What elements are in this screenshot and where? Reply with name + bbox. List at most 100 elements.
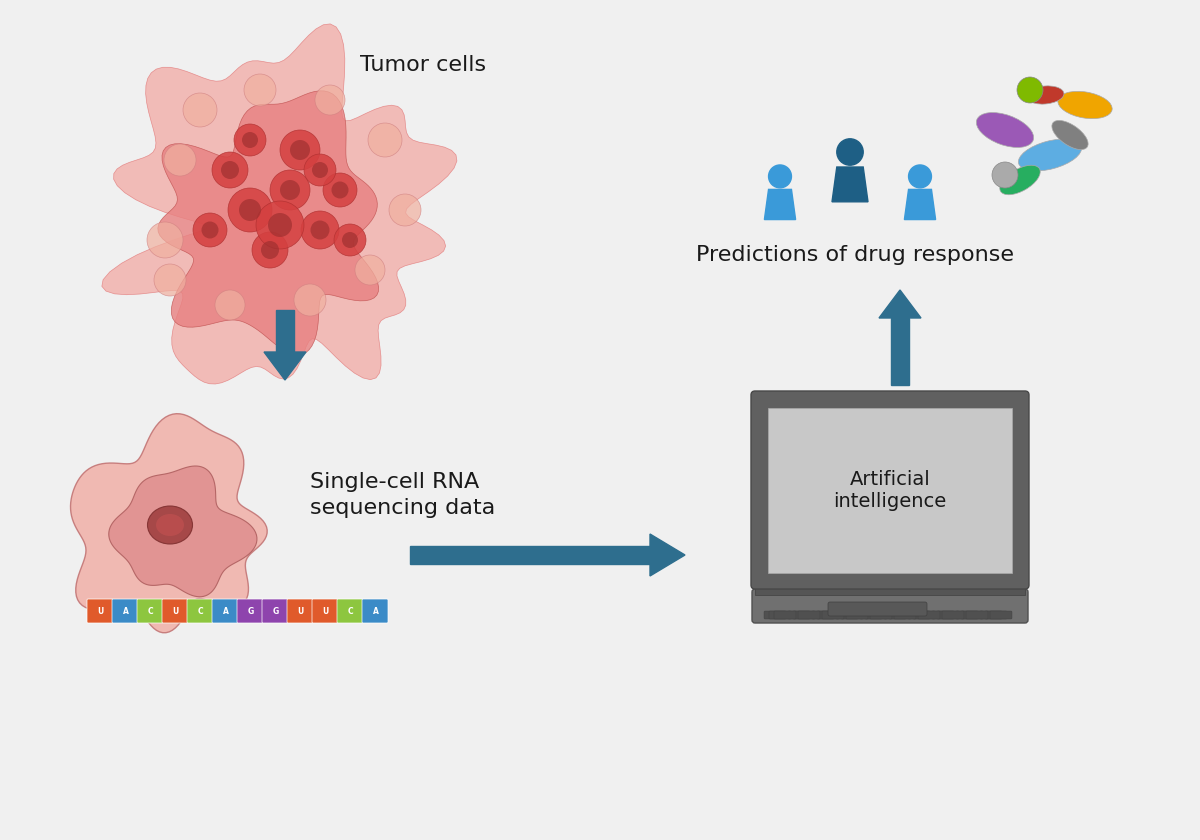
Circle shape [256,201,304,249]
Circle shape [908,165,931,188]
FancyBboxPatch shape [112,599,138,623]
Circle shape [836,139,863,165]
Polygon shape [109,466,257,596]
FancyBboxPatch shape [287,599,313,623]
Polygon shape [832,167,868,202]
Ellipse shape [148,506,192,544]
Circle shape [389,194,421,226]
Ellipse shape [1000,165,1040,195]
FancyBboxPatch shape [337,599,364,623]
Ellipse shape [1052,120,1088,150]
Ellipse shape [1058,92,1112,118]
Circle shape [312,162,328,178]
FancyBboxPatch shape [751,391,1028,589]
FancyBboxPatch shape [932,611,954,619]
Circle shape [268,213,292,237]
FancyBboxPatch shape [262,599,288,623]
FancyBboxPatch shape [312,599,338,623]
Circle shape [311,221,330,239]
Circle shape [768,165,792,188]
Polygon shape [764,189,796,219]
Circle shape [228,188,272,232]
Circle shape [239,199,262,221]
Circle shape [221,161,239,179]
FancyBboxPatch shape [841,611,863,619]
Text: U: U [97,606,103,616]
Circle shape [290,140,310,160]
Bar [755,585,1025,595]
Circle shape [355,255,385,285]
Circle shape [304,154,336,186]
Polygon shape [650,534,685,576]
Circle shape [252,232,288,268]
FancyBboxPatch shape [212,599,238,623]
Circle shape [316,85,346,115]
FancyBboxPatch shape [752,589,1028,623]
Ellipse shape [977,113,1033,148]
Polygon shape [905,189,936,219]
FancyBboxPatch shape [913,611,935,619]
Ellipse shape [1026,86,1064,104]
Circle shape [270,170,310,210]
FancyBboxPatch shape [937,611,959,619]
Circle shape [154,264,186,296]
FancyBboxPatch shape [828,602,928,616]
Text: U: U [298,606,304,616]
FancyBboxPatch shape [836,611,858,619]
Polygon shape [102,24,457,384]
FancyBboxPatch shape [769,611,791,619]
Text: Predictions of drug response: Predictions of drug response [696,245,1014,265]
Text: U: U [173,606,179,616]
FancyBboxPatch shape [817,611,839,619]
FancyBboxPatch shape [961,611,983,619]
Ellipse shape [156,514,184,536]
Circle shape [368,123,402,157]
Circle shape [1016,77,1043,103]
FancyBboxPatch shape [764,611,786,619]
Text: C: C [198,606,203,616]
FancyBboxPatch shape [956,611,978,619]
Circle shape [148,222,184,258]
Text: C: C [348,606,353,616]
FancyBboxPatch shape [137,599,163,623]
Circle shape [262,241,280,259]
Circle shape [193,213,227,247]
Circle shape [212,152,248,188]
FancyBboxPatch shape [362,599,388,623]
Circle shape [323,173,358,207]
FancyBboxPatch shape [966,611,988,619]
Circle shape [242,132,258,148]
FancyBboxPatch shape [884,611,906,619]
FancyBboxPatch shape [990,611,1012,619]
Polygon shape [276,310,294,352]
Text: Tumor cells: Tumor cells [360,55,486,75]
Text: G: G [272,606,278,616]
Circle shape [280,130,320,170]
Circle shape [301,211,340,249]
FancyBboxPatch shape [860,611,882,619]
Polygon shape [878,290,922,318]
Circle shape [342,232,358,248]
FancyBboxPatch shape [822,611,844,619]
Polygon shape [410,546,650,564]
FancyBboxPatch shape [985,611,1007,619]
Circle shape [215,290,245,320]
Text: A: A [222,606,228,616]
Circle shape [184,93,217,127]
FancyBboxPatch shape [774,611,796,619]
FancyBboxPatch shape [793,611,815,619]
Text: U: U [323,606,329,616]
Ellipse shape [1019,139,1081,171]
FancyBboxPatch shape [768,408,1012,573]
Circle shape [234,124,266,156]
Circle shape [992,162,1018,188]
Text: Single-cell RNA
sequencing data: Single-cell RNA sequencing data [310,472,496,518]
Text: A: A [122,606,128,616]
Polygon shape [264,352,306,380]
FancyBboxPatch shape [894,611,916,619]
Polygon shape [71,413,268,633]
FancyBboxPatch shape [788,611,810,619]
Text: G: G [247,606,253,616]
Circle shape [164,144,196,176]
Polygon shape [890,318,908,385]
